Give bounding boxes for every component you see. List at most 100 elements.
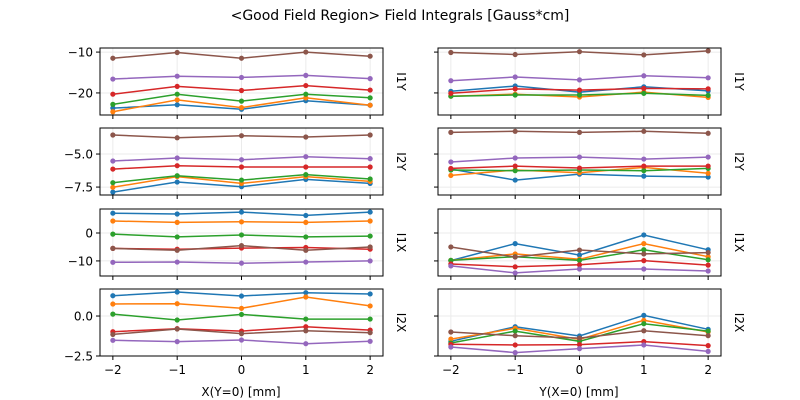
row-label-I1X: I1X [732,233,746,252]
data-point [303,95,309,101]
data-point [512,155,518,161]
data-point [576,257,583,263]
data-point [705,174,711,180]
data-point [174,301,180,307]
data-point [448,344,454,350]
data-point [705,262,711,268]
data-point [238,305,245,311]
data-point [705,333,711,339]
data-point [110,311,116,317]
data-point [303,172,309,178]
data-point [110,132,116,138]
data-point [110,109,116,115]
data-point [512,163,518,169]
data-point [641,312,647,318]
data-point [174,155,180,161]
data-point [705,328,711,334]
y-tick-label: −5.0 [64,148,93,162]
data-point [576,77,583,83]
data-point [110,245,116,251]
data-point [448,336,454,342]
data-point [303,247,309,253]
data-point [641,342,647,348]
data-point [367,95,373,101]
data-point [641,156,647,162]
data-point [641,90,647,96]
y-tick-label: 0 [85,227,93,241]
data-point [705,257,711,263]
data-point [238,242,245,249]
data-point [303,290,309,296]
data-point [448,165,454,172]
data-point [641,128,647,134]
data-point [512,168,518,174]
data-point [512,92,518,98]
data-point [238,87,245,94]
y-tick-label: −10 [68,254,93,268]
row-label-I1Y: I1Y [394,72,408,91]
data-point [641,232,647,238]
data-point [641,247,647,253]
data-point [238,293,245,299]
data-point [110,101,116,107]
data-point [367,209,373,215]
data-point [576,92,583,98]
data-point [238,105,245,111]
data-point [512,328,518,334]
data-point [110,105,116,111]
data-point [448,90,454,96]
data-point [303,328,309,334]
data-point [174,234,180,240]
data-point [367,218,373,224]
data-point [303,294,309,300]
data-point [174,289,180,295]
data-point [641,85,647,92]
data-point [367,76,373,82]
data-point [576,252,583,258]
data-point [705,170,711,176]
data-point [576,262,583,268]
data-point [512,74,518,80]
data-point [512,333,518,339]
data-point [303,49,309,55]
data-point [641,258,647,264]
data-point [238,74,245,81]
data-point [448,257,454,263]
data-point [174,49,180,56]
data-point [512,342,518,348]
x-tick-label: −2 [442,363,460,377]
data-point [641,52,647,58]
data-point [110,301,116,307]
data-point [576,129,583,135]
data-point [512,254,518,260]
y-tick-label: 0.0 [74,310,93,324]
x-axis-label-left: X(Y=0) [mm] [201,385,280,399]
data-point [367,87,373,93]
data-point [110,331,116,338]
data-point [367,233,373,239]
data-point [303,212,309,219]
data-point [576,165,583,171]
data-point [512,270,518,276]
data-point [641,163,647,169]
data-point [448,159,454,165]
data-point [512,350,518,356]
data-point [110,76,116,82]
panel-I1Y-y-scan: I1Y [434,47,746,119]
data-point [110,158,116,164]
panel-I2Y-y-scan: I2Y [434,127,746,199]
data-point [110,166,116,172]
data-point [641,266,647,272]
data-point [238,98,245,104]
data-point [110,259,116,265]
panel-I2X-x-scan: −2 −1 0 1 2 0.0 −2.5 I2X [64,288,408,377]
row-label-I2Y: I2Y [394,152,408,171]
x-tick-label: 2 [704,363,712,377]
x-tick-label: 1 [302,363,310,377]
data-point [174,102,180,108]
data-point [174,135,180,141]
data-point [110,180,116,186]
data-point [303,134,309,140]
data-point [367,53,373,59]
